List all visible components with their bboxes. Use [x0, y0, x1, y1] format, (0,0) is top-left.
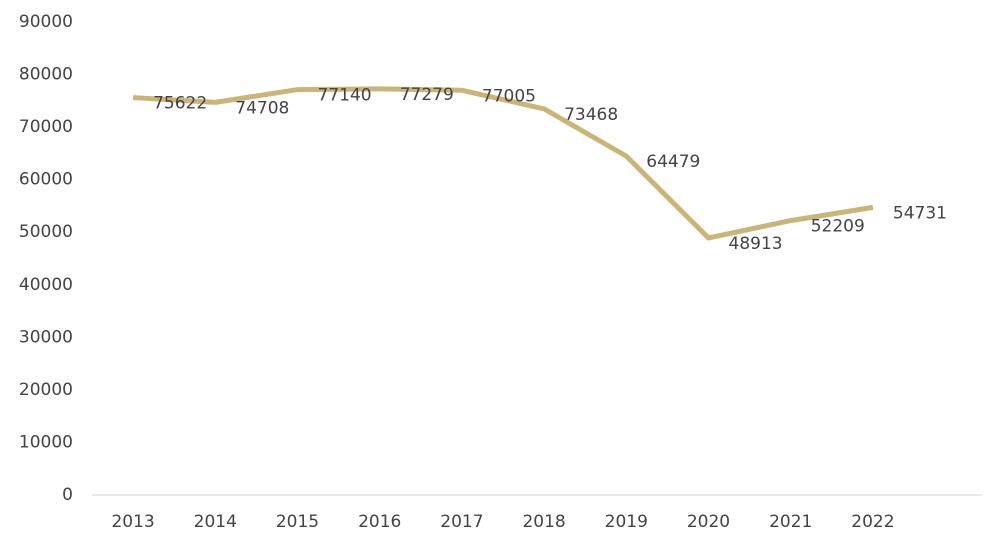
y-tick-label: 10000 — [19, 432, 73, 452]
x-tick-label: 2016 — [358, 512, 401, 532]
x-tick-label: 2018 — [522, 512, 565, 532]
data-label: 64479 — [646, 152, 700, 172]
y-tick-label: 40000 — [19, 275, 73, 295]
data-label: 77140 — [318, 86, 372, 106]
x-tick-label: 2019 — [605, 512, 648, 532]
x-tick-label: 2014 — [194, 512, 237, 532]
data-label: 73468 — [564, 105, 618, 125]
y-tick-label: 80000 — [19, 65, 73, 85]
data-label: 52209 — [811, 217, 865, 237]
x-tick-label: 2022 — [851, 512, 894, 532]
data-label: 77279 — [400, 85, 454, 105]
y-tick-label: 20000 — [19, 380, 73, 400]
x-tick-label: 2021 — [769, 512, 812, 532]
data-label: 74708 — [235, 98, 289, 118]
y-tick-label: 60000 — [19, 170, 73, 190]
y-tick-label: 50000 — [19, 222, 73, 242]
x-tick-label: 2020 — [687, 512, 730, 532]
y-tick-label: 90000 — [19, 12, 73, 32]
data-label: 75622 — [153, 94, 207, 114]
x-tick-label: 2015 — [276, 512, 319, 532]
y-tick-label: 0 — [62, 485, 73, 505]
x-tick-label: 2017 — [440, 512, 483, 532]
data-label: 77005 — [482, 86, 536, 106]
line — [132, 86, 874, 241]
y-tick-label: 30000 — [19, 327, 73, 347]
x-tick-label: 2013 — [111, 512, 154, 532]
data-label: 54731 — [893, 203, 947, 223]
y-tick-label: 70000 — [19, 117, 73, 137]
data-label: 48913 — [729, 234, 783, 254]
